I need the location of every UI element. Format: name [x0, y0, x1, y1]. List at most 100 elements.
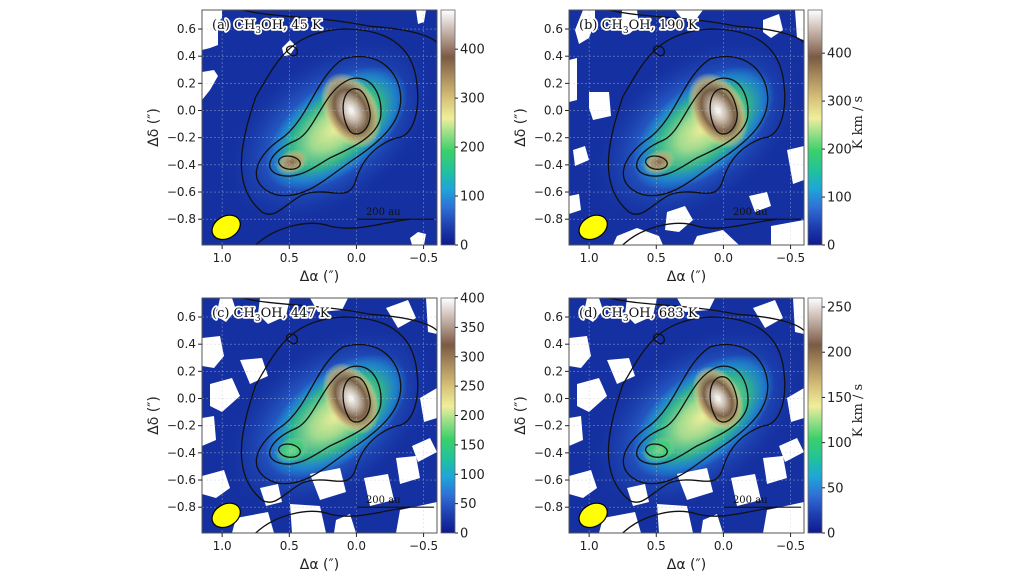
y-tick-label: −0.4: [534, 446, 563, 460]
colorbar-tick-label: 200: [827, 143, 852, 158]
masked-region: [410, 232, 426, 245]
plot-frame: [568, 9, 805, 246]
masked-region: [675, 10, 703, 20]
masked-region: [258, 298, 290, 324]
masked-region: [787, 146, 804, 184]
contour-line: [609, 10, 804, 44]
x-axis-label: Δα (″): [667, 557, 706, 573]
contour-line: [285, 45, 299, 57]
plot-frame: [201, 297, 438, 534]
y-tick-label: −0.4: [167, 446, 196, 460]
masked-region: [701, 514, 723, 533]
contour-line: [255, 343, 402, 485]
beam-ellipse: [211, 502, 241, 529]
contour-line: [269, 77, 382, 177]
masked-region: [583, 298, 603, 322]
contour-line: [269, 365, 382, 465]
y-tick-label: 0.6: [177, 22, 196, 36]
x-tick-label: 0.0: [714, 539, 733, 553]
colorbar-tick-label: 400: [460, 292, 485, 307]
masked-region: [420, 388, 437, 422]
y-tick-label: 0.2: [544, 364, 563, 378]
masked-region: [569, 470, 597, 498]
masked-region: [386, 300, 416, 328]
colorbar-tick-label: 0: [827, 527, 835, 542]
panel-d: 200 au (d) CH3OH, 683 K (d) CH3OH, 683 K 1.…: [367, 288, 879, 577]
x-tick-label: −0.5: [409, 251, 438, 265]
contour-line: [277, 443, 301, 458]
y-tick-label: 0.0: [177, 392, 196, 406]
masked-region: [334, 514, 356, 533]
contour-line: [607, 28, 786, 215]
masked-region: [232, 512, 274, 533]
masked-region: [569, 416, 583, 446]
x-tick-label: −0.5: [776, 539, 805, 553]
y-tick-label: −0.4: [534, 158, 563, 172]
contour-line: [622, 218, 778, 245]
contour-line: [242, 298, 437, 332]
masked-region: [202, 10, 222, 50]
contour-line: [255, 55, 402, 197]
colorbar-tick-label: 0: [827, 239, 835, 254]
colorbar-tick-label: 200: [460, 141, 485, 156]
y-tick-label: −0.8: [534, 500, 563, 514]
colorbar-tick-label: 350: [460, 321, 485, 336]
y-tick-label: 0.0: [177, 104, 196, 118]
masked-region: [396, 502, 437, 533]
masked-region: [795, 10, 804, 40]
masked-region: [625, 298, 657, 324]
colorbar-tick-label: 300: [460, 350, 485, 365]
panel-title: (c) CH3OH, 447 K: [212, 306, 330, 324]
x-tick-label: 1.0: [213, 539, 232, 553]
x-tick-label: 0.5: [280, 251, 299, 265]
colorbar-tick-label: 300: [827, 95, 852, 110]
contour-line: [709, 376, 738, 423]
masked-region: [677, 468, 713, 500]
masked-region: [416, 10, 426, 24]
x-axis-label: Δα (″): [667, 269, 706, 285]
masked-region: [763, 502, 804, 533]
colorbar-label: K km / s: [851, 384, 866, 437]
y-tick-label: 0.4: [177, 49, 196, 63]
contour-line: [240, 316, 419, 503]
y-tick-label: 0.0: [544, 392, 563, 406]
scale-bar-label: 200 au: [733, 207, 768, 218]
colorbar-label: K km / s: [851, 96, 866, 149]
y-tick-label: 0.6: [544, 310, 563, 324]
contour-line: [644, 155, 668, 170]
masked-region: [779, 438, 804, 462]
contour-line: [622, 343, 769, 485]
panel-a-figure: 200 au(a) CH3OH, 45 K(a) CH3OH, 45 K1.0 0…: [146, 9, 485, 285]
contour-line: [242, 10, 437, 44]
contour-line: [636, 365, 749, 465]
y-tick-label: 0.2: [177, 364, 196, 378]
colorbar-tick-label: 200: [460, 409, 485, 424]
x-tick-label: −0.5: [776, 251, 805, 265]
beam-ellipse: [578, 502, 608, 529]
scale-bar-label: 200 au: [366, 207, 401, 218]
contour-line: [277, 155, 301, 170]
masked-region: [599, 512, 641, 533]
x-axis-label: Δα (″): [300, 557, 339, 573]
colorbar: [807, 297, 823, 534]
colorbar-tick-label: 250: [827, 301, 852, 316]
x-axis-label: Δα (″): [300, 269, 339, 285]
y-tick-label: −0.6: [167, 185, 196, 199]
y-tick-label: 0.4: [544, 337, 563, 351]
plot-frame: [568, 297, 805, 534]
x-tick-label: 0.0: [714, 251, 733, 265]
x-tick-label: 1.0: [213, 251, 232, 265]
x-tick-label: 0.0: [347, 539, 366, 553]
masked-region: [310, 468, 346, 500]
y-tick-label: 0.2: [544, 76, 563, 90]
masked-region: [202, 70, 218, 100]
colorbar-tick-label: 250: [460, 380, 485, 395]
contour-line: [255, 218, 411, 245]
x-tick-label: −0.5: [409, 539, 438, 553]
masked-region: [589, 92, 611, 120]
y-tick-label: −0.2: [167, 419, 196, 433]
colorbar-tick-label: 100: [827, 191, 852, 206]
colorbar-tick-label: 0: [460, 239, 468, 254]
panel-title: (c) CH3OH, 447 K: [212, 306, 330, 324]
panel-b: 200 au (b) CH3OH, 190 K (b) CH3OH, 190 K 1.…: [367, 0, 879, 288]
